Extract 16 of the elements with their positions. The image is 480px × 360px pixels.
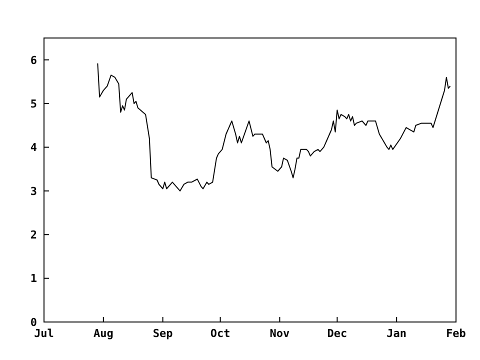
x-tick-label: Oct: [210, 326, 230, 340]
y-tick-label: 0: [30, 316, 37, 329]
x-tick-label: Jul: [34, 326, 54, 340]
y-tick-label: 3: [30, 184, 37, 198]
y-tick-label: 6: [30, 54, 38, 67]
x-tick-label: Dec: [327, 326, 348, 340]
line-series: [97, 62, 451, 192]
x-tick-label: Feb: [446, 326, 466, 340]
x-tick-label: Nov: [270, 326, 290, 340]
x-tick-label: Jan: [386, 326, 407, 340]
y-tick-label: 4: [30, 141, 38, 154]
y-tick-label: 1: [30, 272, 38, 286]
x-tick-label: Sep: [152, 326, 174, 340]
y-tick-label: 2: [30, 228, 37, 242]
x-tick-label: Aug: [93, 326, 114, 340]
y-tick-label: 5: [30, 97, 37, 110]
